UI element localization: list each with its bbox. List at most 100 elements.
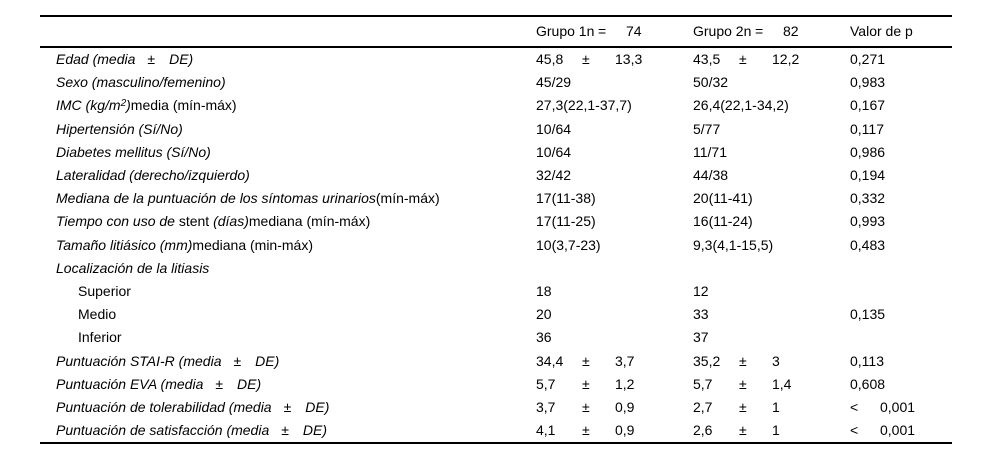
plus-minus-symbol: ± xyxy=(739,51,747,68)
group2-value-cell: 50/32 xyxy=(693,74,729,91)
table-row: Lateralidad (derecho/izquierdo) 32/42 44/3… xyxy=(40,163,952,186)
row-label: IMC (kg/m2)media (mín-máx) xyxy=(40,97,536,113)
row-label-segment: Diabetes mellitus (Sí/No) xyxy=(56,143,211,160)
group1-value-cell: 10(3,7-23) xyxy=(536,236,601,253)
header-group1-title: Grupo 1n xyxy=(536,23,595,39)
row-label: Hipertensión (Sí/No) xyxy=(40,121,536,137)
plus-minus-symbol: ± xyxy=(582,51,590,68)
header-group1: Grupo 1n = 74 xyxy=(536,23,693,39)
row-label-segment: DE) xyxy=(237,375,262,392)
p-value-cell: 0,117 xyxy=(850,120,884,137)
table-row: Mediana de la puntuación de los síntomas… xyxy=(40,187,952,210)
row-label-segment: 2 xyxy=(120,97,127,109)
table-header-row: Grupo 1n = 74 Grupo 2n = 82 Valor de p xyxy=(40,17,952,46)
row-label-segment: ± xyxy=(281,422,289,439)
table-row: Sexo (masculino/femenino) 45/29 50/32 0,983 xyxy=(40,71,952,94)
p-value-cell: <0,001 xyxy=(850,422,952,438)
row-label-segment: DE) xyxy=(302,422,328,439)
sd-value: 1,4 xyxy=(772,375,792,392)
row-label: Tamaño litiásico (mm)mediana (min-máx) xyxy=(40,237,536,253)
group1-value-cell: 45/29 xyxy=(536,74,572,91)
row-label-segment: mediana (min-máx) xyxy=(192,236,313,253)
row-label: Edad (media ± DE) xyxy=(40,51,536,67)
table-row: Superior 18 12 xyxy=(40,279,952,302)
mean-value: 35,2 xyxy=(693,352,721,369)
p-value-cell: 0,167 xyxy=(850,97,886,114)
row-label-segment: IMC (kg/m xyxy=(56,97,121,114)
row-label-segment: Lateralidad (derecho/izquierdo) xyxy=(56,167,250,184)
row-label-segment: Puntuación de satisfacción (media xyxy=(56,422,270,439)
row-label-segment: Sexo (masculino/femenino) xyxy=(56,74,226,91)
table-row: Inferior 36 37 xyxy=(40,326,952,349)
row-label: Tiempo con uso de stent (días)mediana (m… xyxy=(40,213,536,229)
row-label: Diabetes mellitus (Sí/No) xyxy=(40,144,536,160)
p-value-cell: 0,113 xyxy=(850,352,884,369)
row-label: Superior xyxy=(40,283,536,299)
group1-value-cell: 27,3(22,1-37,7) xyxy=(536,97,632,114)
group1-value-cell: 17(11-25) xyxy=(536,213,596,230)
mean-value: 4,1 xyxy=(536,422,556,439)
row-label: Mediana de la puntuación de los síntomas… xyxy=(40,190,536,206)
row-label-segment: (mín-máx) xyxy=(375,190,440,207)
table-bottom-rule xyxy=(40,441,952,444)
row-label-segment: Mediana de la puntuación de los síntomas… xyxy=(56,190,376,207)
sd-value: 0,9 xyxy=(615,398,635,415)
table-row: Localización de la litiasis xyxy=(40,256,952,279)
group2-value-cell: 12 xyxy=(693,282,709,299)
row-label-segment: Puntuación EVA (media xyxy=(56,375,204,392)
header-group1-eq: = xyxy=(598,23,607,39)
mean-value: 34,4 xyxy=(536,352,564,369)
group1-value-cell: 4,1 ±0,9 xyxy=(536,422,693,438)
row-label: Puntuación de tolerabilidad (media ± DE) xyxy=(40,399,536,415)
row-label: Sexo (masculino/femenino) xyxy=(40,74,536,90)
mean-value: 5,7 xyxy=(693,375,713,392)
sd-value: 12,2 xyxy=(772,51,800,68)
table-row: Puntuación de satisfacción (media ± DE) 4,1… xyxy=(40,419,952,442)
p-value-cell: 0,483 xyxy=(850,236,886,253)
group1-value-cell: 17(11-38) xyxy=(536,190,596,207)
p-value-cell: <0,001 xyxy=(850,399,952,415)
header-group2-title: Grupo 2n xyxy=(693,23,752,39)
plus-minus-symbol: ± xyxy=(582,352,590,369)
group2-value-cell: 11/71 xyxy=(693,143,727,160)
row-label-segment: Tiempo con uso de xyxy=(56,213,179,230)
group2-value-cell: 9,3(4,1-15,5) xyxy=(693,236,774,253)
sd-value: 3 xyxy=(772,352,780,369)
group1-value-cell: 10/64 xyxy=(536,143,572,160)
row-label: Medio xyxy=(40,306,536,322)
group1-value-cell: 3,7 ±0,9 xyxy=(536,399,693,415)
group2-value-cell: 26,4(22,1-34,2) xyxy=(693,97,789,114)
group2-value-cell: 44/38 xyxy=(693,167,729,184)
row-label-segment: Puntuación STAI-R (media xyxy=(56,352,222,369)
mean-value: 45,8 xyxy=(536,51,564,68)
mean-value: 2,6 xyxy=(693,422,713,439)
p-value-cell: 0,608 xyxy=(850,375,886,392)
group2-value-cell: 16(11-24) xyxy=(693,213,753,230)
group2-value-cell: 37 xyxy=(693,329,709,346)
header-group2: Grupo 2n = 82 xyxy=(693,23,850,39)
group1-value-cell: 10/64 xyxy=(536,120,572,137)
plus-minus-symbol: ± xyxy=(582,422,590,439)
row-label-segment: mediana (mín-máx) xyxy=(248,213,371,230)
row-label: Puntuación EVA (media ± DE) xyxy=(40,376,536,392)
table-row: Diabetes mellitus (Sí/No) 10/64 11/71 0,986 xyxy=(40,140,952,163)
table-row: Puntuación de tolerabilidad (media ± DE) 3,… xyxy=(40,395,952,418)
row-label-segment: (días) xyxy=(213,213,249,230)
row-label-segment: DE) xyxy=(169,51,194,68)
header-group2-eq: = xyxy=(755,23,764,39)
sd-value: 3,7 xyxy=(615,352,635,369)
plus-minus-symbol: ± xyxy=(739,375,747,392)
mean-value: 43,5 xyxy=(693,51,721,68)
group1-value-cell: 45,8 ±13,3 xyxy=(536,51,693,67)
p-value-cell: 0,332 xyxy=(850,190,886,207)
plus-minus-symbol: ± xyxy=(739,352,747,369)
row-label-segment: DE) xyxy=(305,398,330,415)
group1-value-cell: 18 xyxy=(536,282,552,299)
mean-value: 3,7 xyxy=(536,398,556,415)
row-label-segment: Superior xyxy=(78,282,131,299)
row-label-segment: Inferior xyxy=(78,329,122,346)
p-value-cell: 0,271 xyxy=(850,51,886,68)
row-label-segment: ± xyxy=(215,375,224,392)
p-value-cell: 0,135 xyxy=(850,306,886,323)
row-label-segment: Localización de la litiasis xyxy=(56,259,210,276)
